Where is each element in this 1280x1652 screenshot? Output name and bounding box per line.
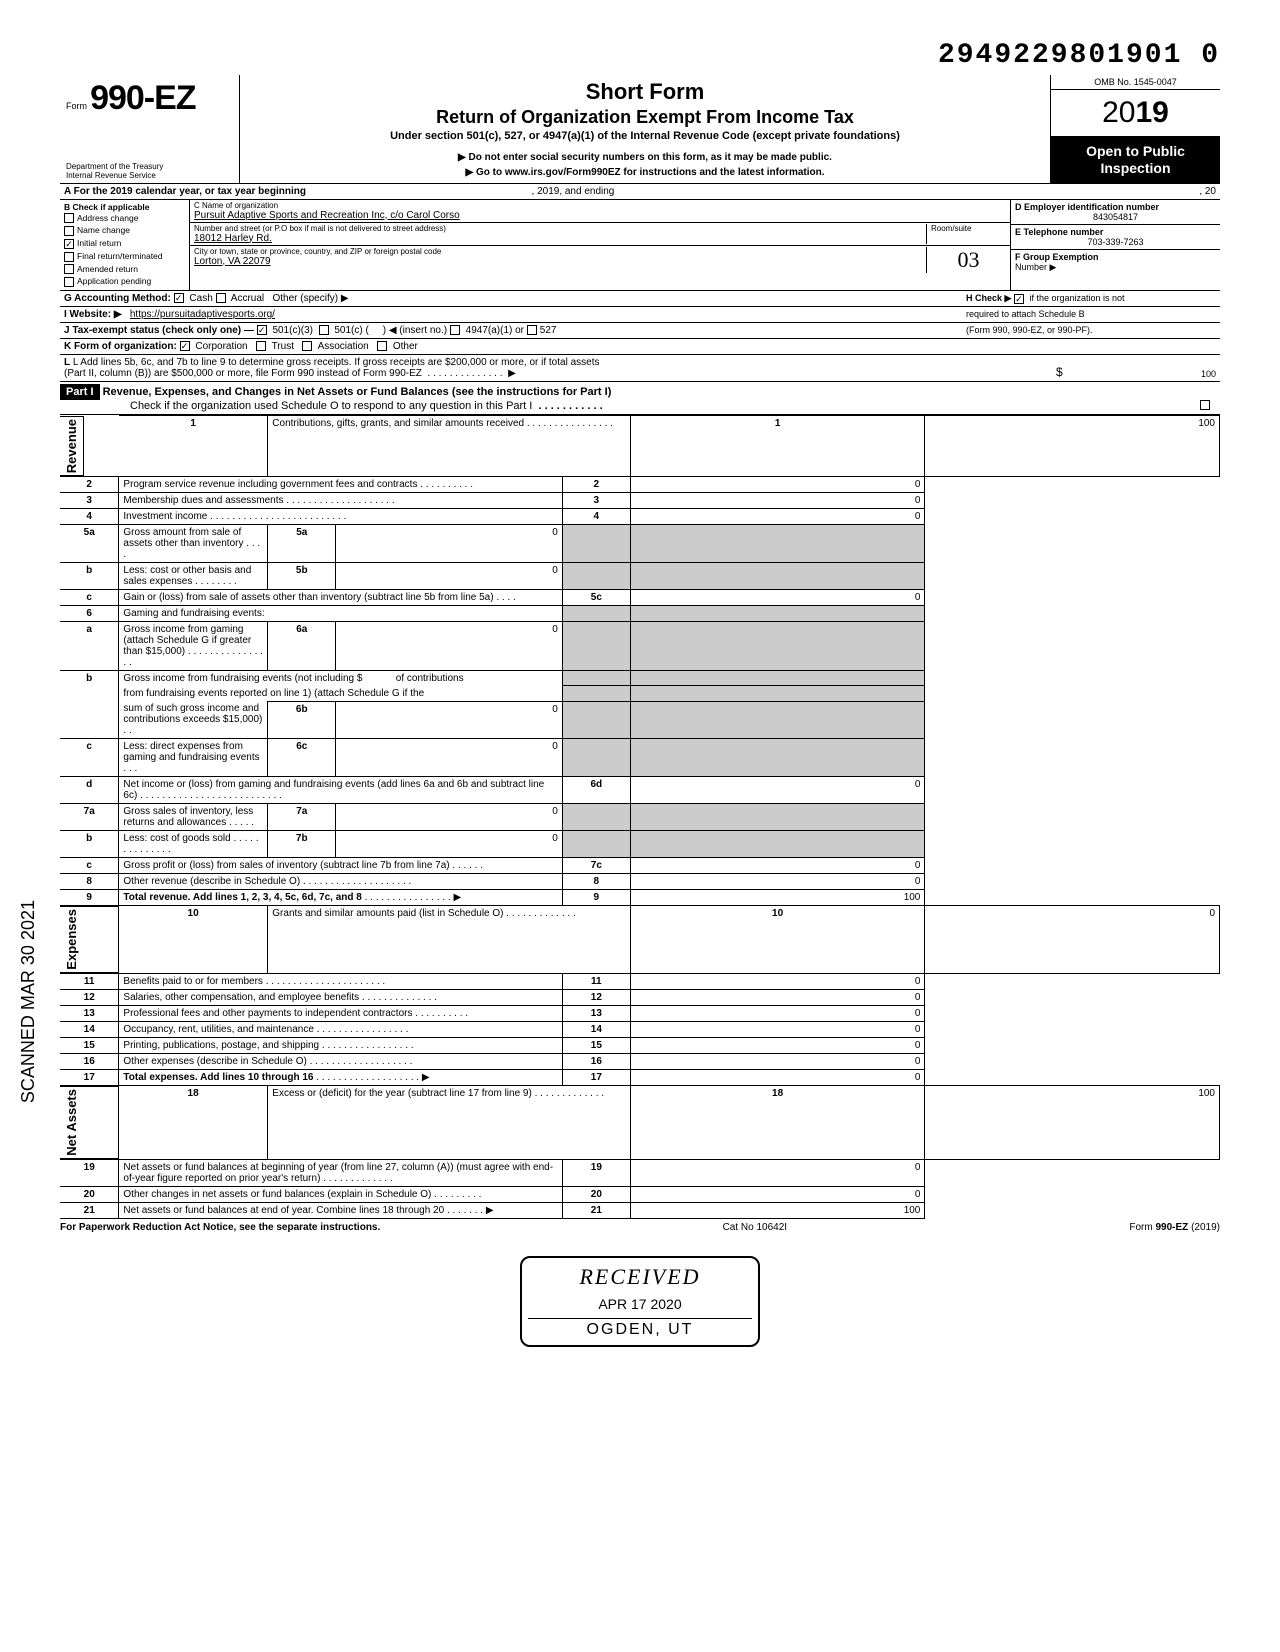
chk-527[interactable] (527, 325, 537, 335)
row-i-website: I Website: ▶ https://pursuitadaptivespor… (60, 307, 1220, 323)
chk-accrual[interactable] (216, 293, 226, 303)
chk-schedule-o[interactable] (1200, 400, 1210, 410)
section-b-checkboxes: B Check if applicable Address change Nam… (60, 200, 190, 291)
row-g-accounting: G Accounting Method: ✓ Cash Accrual Othe… (60, 291, 1220, 307)
page-footer: For Paperwork Reduction Act Notice, see … (60, 1219, 1220, 1236)
chk-corp[interactable]: ✓ (180, 341, 190, 351)
city-label: City or town, state or province, country… (194, 247, 926, 256)
ein-value: 843054817 (1015, 212, 1216, 222)
title-box: Short Form Return of Organization Exempt… (240, 75, 1050, 183)
short-form-title: Short Form (246, 79, 1044, 105)
footer-left: For Paperwork Reduction Act Notice, see … (60, 1222, 380, 1233)
chk-name-change[interactable] (64, 226, 74, 236)
subtitle: Under section 501(c), 527, or 4947(a)(1)… (246, 130, 1044, 142)
chk-pending[interactable] (64, 277, 74, 287)
org-name: Pursuit Adaptive Sports and Recreation I… (194, 210, 1006, 221)
chk-501c[interactable] (319, 325, 329, 335)
chk-501c3[interactable]: ✓ (257, 325, 267, 335)
revenue-label: Revenue (64, 419, 79, 473)
footer-right: Form 990-EZ (2019) (1129, 1222, 1220, 1233)
website-value: https://pursuitadaptivesports.org/ (130, 309, 275, 320)
ein-label: D Employer identification number (1015, 202, 1159, 212)
phone-value: 703-339-7263 (1015, 237, 1216, 247)
omb-number: OMB No. 1545-0047 (1051, 75, 1220, 90)
chk-cash[interactable]: ✓ (174, 293, 184, 303)
note-ssn: ▶ Do not enter social security numbers o… (246, 152, 1044, 163)
line-1-val: 100 (925, 416, 1220, 477)
room-suite-label: Room/suite (926, 224, 1006, 244)
row-l-gross-receipts: L L Add lines 5b, 6c, and 7b to line 9 t… (60, 355, 1220, 382)
form-number: 990-EZ (90, 79, 196, 117)
group-exemption-label: F Group Exemption (1015, 252, 1099, 262)
chk-address-change[interactable] (64, 213, 74, 223)
scanned-stamp: SCANNED MAR 30 2021 (18, 900, 39, 1103)
part-1-header: Part I Revenue, Expenses, and Changes in… (60, 382, 1220, 415)
chk-amended[interactable] (64, 264, 74, 274)
org-name-label: C Name of organization (194, 201, 1006, 210)
document-number-stamp: 2949229801901 0 (60, 40, 1220, 71)
form-number-box: Form 990-EZ Department of the Treasury I… (60, 75, 240, 183)
department-label: Department of the Treasury Internal Reve… (66, 163, 163, 181)
form-header: Form 990-EZ Department of the Treasury I… (60, 75, 1220, 184)
received-stamp: RECEIVED APR 17 2020 OGDEN, UT (520, 1256, 760, 1347)
chk-h[interactable]: ✓ (1014, 294, 1024, 304)
lines-table: Revenue 1 Contributions, gifts, grants, … (60, 415, 1220, 1219)
street-label: Number and street (or P.O box if mail is… (194, 224, 926, 233)
main-title: Return of Organization Exempt From Incom… (246, 107, 1044, 128)
row-a-calendar-year: A For the 2019 calendar year, or tax yea… (60, 184, 1220, 200)
street-value: 18012 Harley Rd. (194, 233, 926, 244)
chk-final-return[interactable] (64, 252, 74, 262)
footer-cat: Cat No 10642I (723, 1222, 788, 1233)
chk-assoc[interactable] (302, 341, 312, 351)
section-d-ein: D Employer identification number 8430548… (1010, 200, 1220, 291)
expenses-label: Expenses (64, 909, 114, 970)
handwritten-03: 03 (926, 247, 1006, 273)
chk-4947[interactable] (450, 325, 460, 335)
netassets-label: Net Assets (64, 1089, 114, 1156)
tax-year: 2019 (1051, 90, 1220, 137)
row-j-tax-status: J Tax-exempt status (check only one) — ✓… (60, 323, 1220, 339)
open-public-badge: Open to Public Inspection (1051, 137, 1220, 183)
city-value: Lorton, VA 22079 (194, 256, 926, 267)
form-prefix: Form (66, 101, 87, 111)
section-c-org-info: C Name of organization Pursuit Adaptive … (190, 200, 1010, 291)
chk-other-org[interactable] (377, 341, 387, 351)
chk-initial-return[interactable]: ✓ (64, 239, 74, 249)
lines-grid: Revenue 1 Contributions, gifts, grants, … (60, 415, 1220, 1219)
right-header-box: OMB No. 1545-0047 2019 Open to Public In… (1050, 75, 1220, 183)
line-l-value: 100 (1063, 369, 1216, 379)
phone-label: E Telephone number (1015, 227, 1103, 237)
note-url: ▶ Go to www.irs.gov/Form990EZ for instru… (246, 167, 1044, 178)
row-k-org-form: K Form of organization: ✓ Corporation Tr… (60, 339, 1220, 355)
info-grid: B Check if applicable Address change Nam… (60, 200, 1220, 292)
chk-trust[interactable] (256, 341, 266, 351)
